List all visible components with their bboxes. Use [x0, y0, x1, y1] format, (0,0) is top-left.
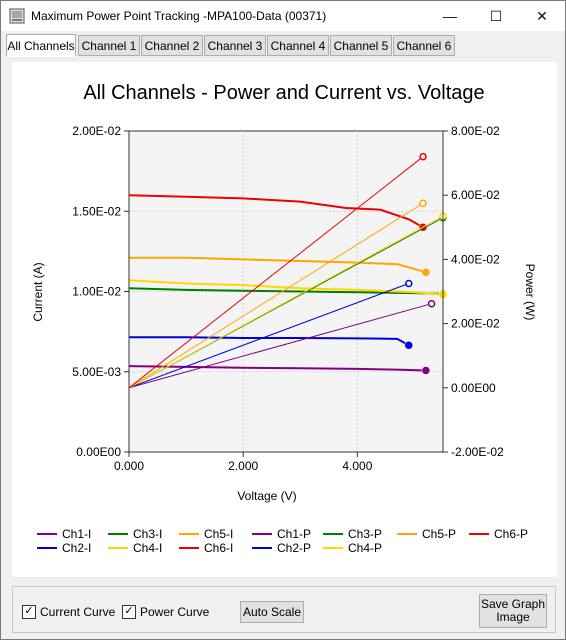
series-line-ch5-i — [129, 256, 427, 274]
tab-channel-4[interactable]: Channel 4 — [267, 35, 329, 56]
current-curve-label: Current Curve — [40, 605, 116, 619]
series-line-ch2-p — [128, 283, 409, 389]
check-icon: ✓ — [122, 605, 136, 619]
x-tick-label: 0.000 — [114, 459, 144, 473]
legend-label: Ch6-I — [204, 541, 233, 555]
y2-tick-label: 0.00E00 — [451, 381, 496, 395]
y2-tick-label: 4.00E-02 — [451, 252, 500, 266]
y-tick-label: 2.00E-02 — [72, 124, 121, 138]
legend-label: Ch4-P — [348, 541, 382, 555]
series-line-ch1-p — [128, 303, 432, 389]
power-curve-label: Power Curve — [140, 605, 210, 619]
bottom-toolbar: ✓ Current Curve ✓ Power Curve Auto Scale… — [12, 586, 556, 633]
mpp-marker-ch6-p — [419, 152, 427, 161]
power-series-group — [128, 152, 447, 389]
close-button[interactable]: ✕ — [519, 1, 565, 31]
minimize-icon: — — [443, 8, 457, 24]
y-tick-label: 1.00E-02 — [72, 285, 121, 299]
legend-label: Ch6-P — [494, 527, 528, 541]
save-graph-label-line2: Image — [496, 610, 530, 624]
series-line-ch2-i — [129, 336, 410, 347]
y-tick-label: 0.00E00 — [76, 445, 121, 459]
legend-label: Ch2-P — [277, 541, 311, 555]
y2-tick-label: 6.00E-02 — [451, 188, 500, 202]
close-icon: ✕ — [536, 7, 548, 24]
app-icon — [9, 8, 25, 24]
x-axis-label: Voltage (V) — [237, 489, 296, 503]
series-line-ch4-p — [128, 215, 444, 389]
series-line-ch6-p — [128, 156, 424, 389]
tab-all-channels[interactable]: All Channels — [6, 34, 76, 57]
legend-label: Ch5-P — [422, 527, 456, 541]
tab-channel-2[interactable]: Channel 2 — [141, 35, 203, 56]
power-curve-checkbox[interactable]: ✓ Power Curve — [122, 605, 209, 619]
series-line-ch4-i — [128, 279, 444, 296]
current-curve-checkbox[interactable]: ✓ Current Curve — [22, 605, 115, 619]
y-tick-label: 5.00E-03 — [72, 365, 121, 379]
mpp-marker-ch5-i — [421, 267, 431, 277]
mpp-marker-ch5-p — [419, 199, 427, 207]
save-graph-label-line1: Save Graph — [480, 597, 546, 611]
legend: Ch1-I Ch3-I Ch5-I Ch1-P Ch3-P Ch5-P Ch6-P Ch2-I… — [37, 527, 528, 555]
legend-label: Ch2-I — [62, 541, 91, 555]
legend-label: Ch1-I — [62, 527, 91, 541]
tab-channel-1[interactable]: Channel 1 — [78, 35, 140, 56]
y2-axis-label: Power (W) — [523, 264, 537, 321]
check-icon: ✓ — [22, 605, 36, 619]
chart-title: All Channels - Power and Current vs. Vol… — [83, 82, 484, 104]
maximize-icon: ☐ — [489, 7, 503, 24]
mpp-marker-ch1-p — [427, 299, 436, 308]
window-title: Maximum Power Point Tracking -MPA100-Dat… — [31, 9, 327, 23]
x-tick-label: 2.000 — [228, 459, 258, 473]
legend-label: Ch3-I — [133, 527, 162, 541]
series-line-ch5-p — [128, 202, 424, 389]
axes: 0.000 2.000 4.000 0.00E00 5.00E-03 1.00E-02 1.… — [72, 124, 504, 473]
maximize-button[interactable]: ☐ — [473, 1, 519, 31]
mpp-marker-ch1-i — [421, 366, 431, 375]
y-tick-label: 1.50E-02 — [72, 204, 121, 218]
title-bar: Maximum Power Point Tracking -MPA100-Dat… — [1, 1, 565, 31]
chart-panel: All Channels - Power and Current vs. Vol… — [12, 62, 557, 577]
y2-tick-label: -2.00E-02 — [451, 445, 504, 459]
mpp-marker-ch2-p — [404, 279, 413, 288]
minimize-button[interactable]: — — [427, 1, 473, 31]
y2-tick-label: 8.00E-02 — [451, 124, 500, 138]
tab-channel-5[interactable]: Channel 5 — [330, 35, 392, 56]
x-tick-label: 4.000 — [342, 459, 372, 473]
series-line-ch6-i — [128, 194, 424, 229]
save-graph-image-button[interactable]: Save Graph Image — [479, 594, 547, 628]
tab-channel-6[interactable]: Channel 6 — [393, 35, 455, 56]
y-axis-label: Current (A) — [31, 262, 45, 321]
legend-label: Ch5-I — [204, 527, 233, 541]
legend-label: Ch1-P — [277, 527, 311, 541]
legend-label: Ch3-P — [348, 527, 382, 541]
chart: All Channels - Power and Current vs. Vol… — [31, 82, 537, 555]
mpp-marker-ch2-i — [404, 341, 413, 350]
tab-channel-3[interactable]: Channel 3 — [204, 35, 266, 56]
y2-tick-label: 2.00E-02 — [451, 317, 500, 331]
legend-label: Ch4-I — [133, 541, 162, 555]
auto-scale-button[interactable]: Auto Scale — [240, 601, 304, 623]
